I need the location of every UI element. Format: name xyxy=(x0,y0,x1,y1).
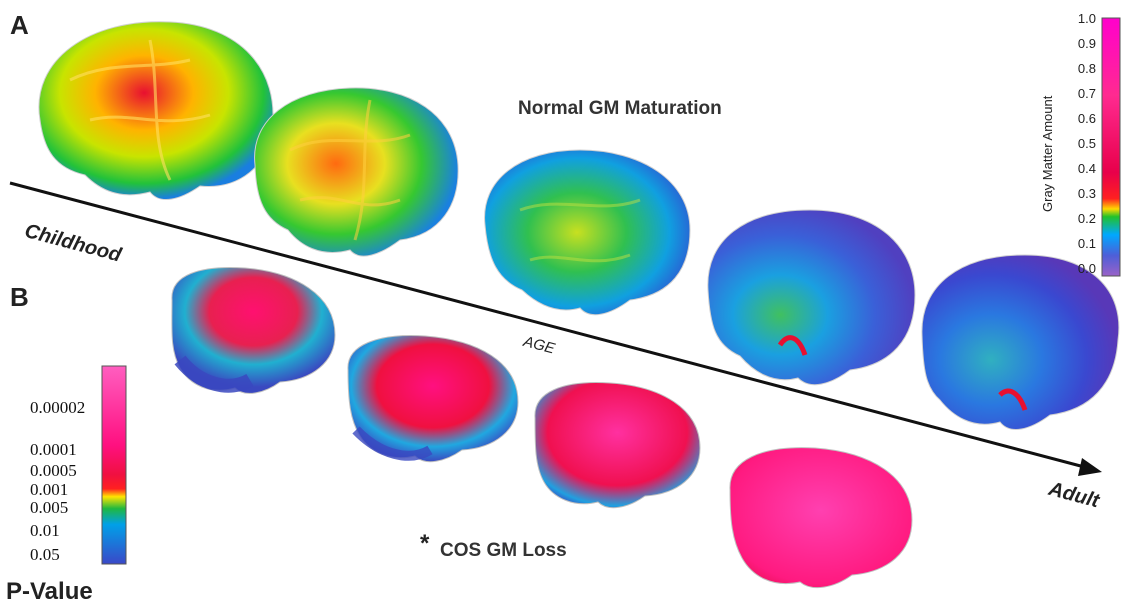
brain-b-1 xyxy=(171,267,336,394)
p-tick: 0.00002 xyxy=(30,398,86,417)
gm-tick: 0.3 xyxy=(1077,186,1096,201)
panel-a-label: A xyxy=(10,10,29,40)
p-tick: 0.0001 xyxy=(30,440,77,459)
gm-tick: 0.1 xyxy=(1077,236,1096,251)
gm-tick: 0.2 xyxy=(1077,211,1096,226)
gm-tick: 0.9 xyxy=(1077,36,1096,51)
p-tick: 0.0005 xyxy=(30,461,77,480)
brain-a-1 xyxy=(38,21,274,201)
gm-tick: 0.8 xyxy=(1077,61,1096,76)
cos-marker: * xyxy=(420,530,430,557)
brain-a-5 xyxy=(921,254,1120,430)
age-timeline-arrow xyxy=(9,181,1102,476)
normal-gm-title: Normal GM Maturation xyxy=(518,98,722,119)
brain-b-4 xyxy=(729,447,913,589)
gm-tick: 0.7 xyxy=(1077,86,1096,101)
gm-tick: 0.5 xyxy=(1077,136,1096,151)
cos-gm-title: COS GM Loss xyxy=(440,540,567,561)
p-tick: 0.01 xyxy=(30,521,60,540)
gm-colorbar-title: Gray Matter Amount xyxy=(1040,95,1055,212)
panel-b-label: B xyxy=(10,282,29,312)
gm-tick: 0.0 xyxy=(1077,261,1096,276)
p-colorbar-title: P-Value xyxy=(6,578,93,605)
brain-a-3 xyxy=(484,149,691,316)
p-tick: 0.05 xyxy=(30,545,60,564)
brain-b-2 xyxy=(347,335,519,463)
gm-tick: 0.6 xyxy=(1077,111,1096,126)
gm-tick: 0.4 xyxy=(1077,161,1096,176)
brain-b-3 xyxy=(534,382,701,509)
brain-a-4 xyxy=(707,209,916,386)
brain-a-2 xyxy=(254,87,459,257)
p-tick: 0.001 xyxy=(30,480,69,499)
gm-tick: 1.0 xyxy=(1077,11,1096,26)
p-colorbar xyxy=(101,365,127,565)
gm-colorbar xyxy=(1101,17,1121,277)
p-tick: 0.005 xyxy=(30,498,69,517)
